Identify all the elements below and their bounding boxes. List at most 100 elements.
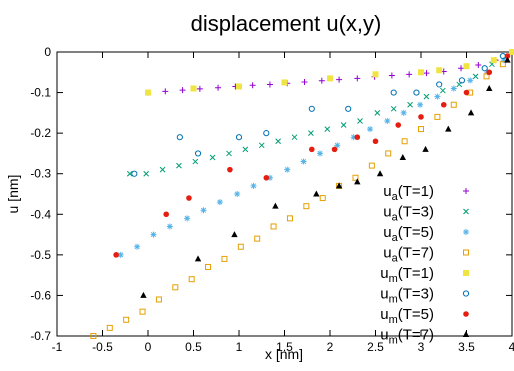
legend-marker [463, 249, 469, 256]
data-point [374, 110, 381, 116]
y-tick-label: -0.7 [30, 329, 51, 343]
data-point [200, 207, 207, 214]
x-tick-label: 0 [145, 340, 152, 354]
data-point [227, 166, 233, 173]
data-point [352, 174, 359, 181]
legend-marker [463, 270, 469, 276]
data-point [159, 166, 166, 173]
data-point [395, 122, 402, 128]
data-point [400, 109, 407, 116]
data-point [436, 67, 443, 74]
data-point [481, 65, 488, 72]
x-tick-label: 2 [327, 340, 334, 354]
data-point [385, 150, 392, 157]
data-point [234, 191, 241, 197]
data-point [176, 134, 183, 141]
x-tick-label: 1 [236, 340, 243, 354]
y-tick-label: -0.1 [30, 86, 51, 100]
data-point [357, 118, 363, 124]
data-point [194, 255, 202, 262]
data-point [334, 142, 341, 149]
x-tick-label: 2.5 [367, 340, 384, 354]
data-point [186, 195, 192, 201]
data-point [436, 81, 443, 88]
y-tick-label: -0.6 [30, 288, 51, 302]
x-tick-label: -1 [52, 340, 63, 354]
data-point [155, 296, 162, 303]
legend: ua(T=1)ua(T=3)ua(T=5)ua(T=7)um(T=1)um(T=… [380, 183, 470, 347]
data-point [331, 146, 338, 153]
legend-marker [463, 188, 469, 194]
series-7 [113, 53, 511, 258]
data-point [354, 75, 361, 82]
data-point [313, 190, 320, 197]
legend-label: um(T=7) [380, 327, 434, 347]
data-point [486, 69, 493, 76]
data-point [205, 264, 212, 271]
x-tick-label: 0.5 [185, 340, 202, 354]
data-point [401, 138, 408, 145]
data-point [340, 122, 347, 128]
data-point [316, 150, 323, 157]
data-point [123, 316, 130, 323]
data-point [266, 174, 273, 181]
chart-title: displacement u(x,y) [191, 11, 382, 36]
data-point [327, 75, 333, 82]
legend-marker [462, 290, 470, 297]
data-point [388, 72, 395, 79]
data-point [423, 93, 430, 100]
data-point [215, 84, 222, 91]
data-point [499, 61, 506, 68]
y-tick-label: -0.4 [30, 207, 51, 221]
data-point [500, 57, 507, 64]
data-point [140, 291, 147, 298]
data-point [418, 126, 424, 133]
data-point [417, 101, 424, 108]
data-point [281, 79, 288, 86]
data-point [113, 252, 119, 258]
data-point [270, 223, 277, 230]
data-point [350, 134, 357, 141]
y-axis-label: u [nm] [5, 175, 21, 214]
series-5 [145, 49, 514, 96]
data-point [483, 73, 490, 80]
data-point [250, 182, 257, 189]
y-tick-label: -0.2 [30, 126, 51, 140]
y-tick-label: -0.5 [30, 248, 51, 262]
data-point [319, 195, 326, 202]
data-point [263, 130, 270, 137]
data-point [450, 101, 457, 108]
legend-marker [463, 311, 469, 317]
data-point [318, 77, 325, 84]
data-point [166, 223, 173, 230]
data-point [335, 182, 343, 189]
data-point [231, 231, 238, 238]
data-point [235, 134, 243, 141]
data-point [284, 166, 291, 173]
x-tick-label: 4 [509, 340, 514, 354]
data-point [399, 153, 406, 160]
data-point [376, 170, 384, 177]
data-point [450, 85, 457, 92]
y-tick-label: -0.3 [30, 167, 51, 181]
data-point [308, 130, 314, 136]
data-point [172, 284, 179, 291]
data-point [413, 89, 420, 96]
data-point [254, 235, 261, 242]
data-point [237, 243, 244, 250]
data-point [509, 49, 514, 55]
data-point [266, 81, 273, 88]
data-point [194, 150, 202, 157]
data-point [301, 79, 308, 86]
data-point [163, 211, 169, 218]
series-6 [131, 52, 506, 177]
data-point [188, 276, 195, 283]
data-point [249, 82, 256, 89]
data-point [504, 56, 511, 63]
data-point [106, 324, 113, 331]
data-point [463, 89, 470, 96]
data-point [192, 158, 199, 165]
data-point [434, 113, 441, 120]
x-tick-label: 3.5 [458, 340, 475, 354]
data-point [221, 255, 228, 262]
